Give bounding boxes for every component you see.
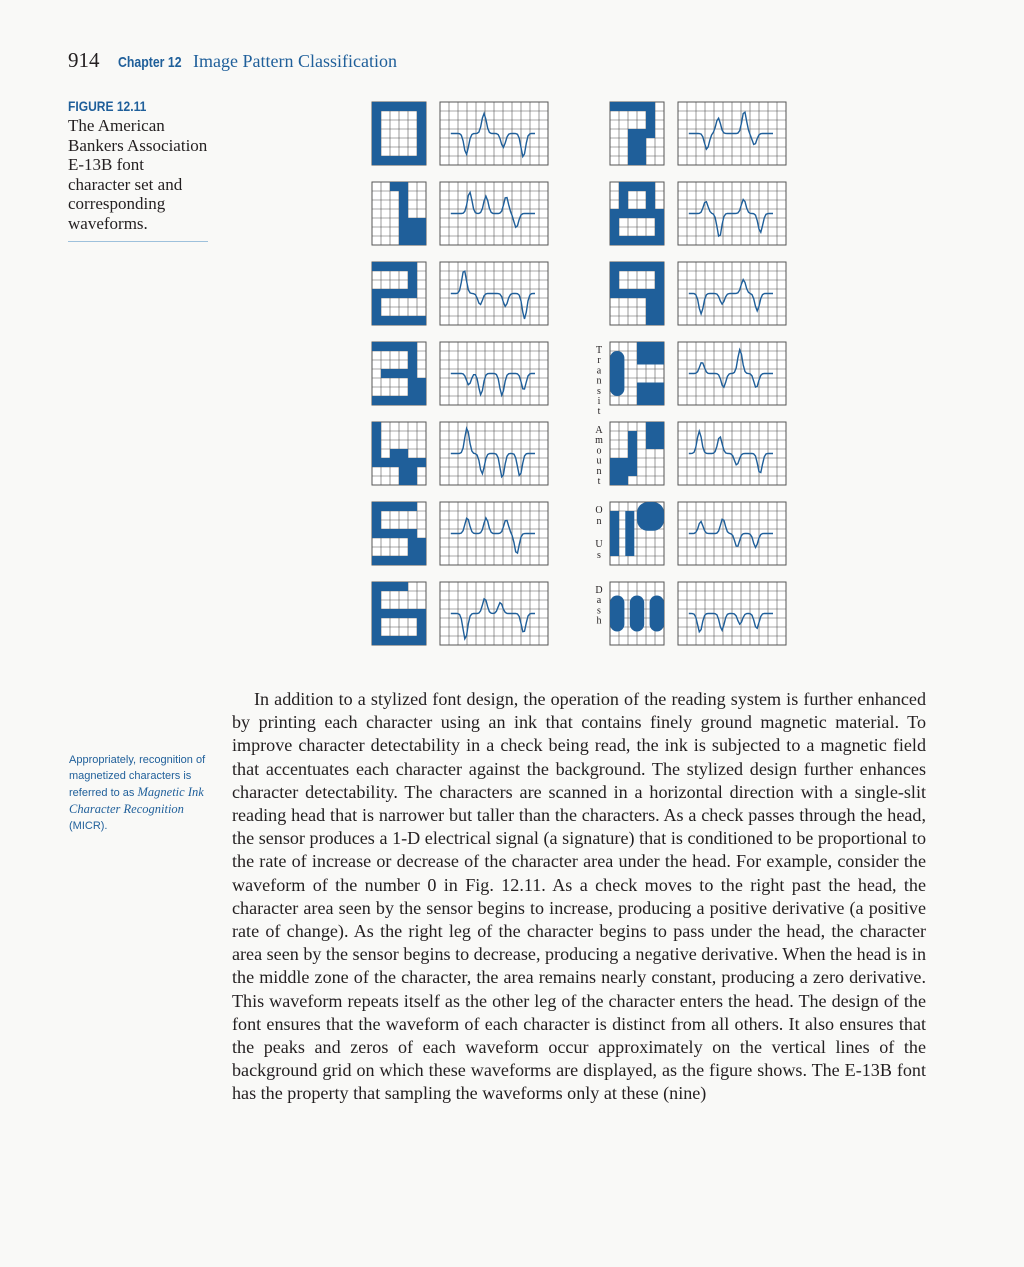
character-6 [371, 581, 427, 646]
symbol-label-letter: t [598, 406, 601, 417]
symbol-label-letter: h [597, 616, 602, 627]
character-7 [609, 101, 665, 166]
symbol-label-on-us: On Us [595, 505, 603, 561]
symbol-label-letter: s [597, 386, 601, 397]
figure-label: FIGURE 12.11 [68, 98, 147, 114]
symbol-label-letter: n [597, 516, 602, 527]
waveform-9 [677, 261, 787, 326]
margin-note-tail: (MICR). [69, 820, 108, 832]
waveform-transit [677, 341, 787, 406]
waveform-0 [439, 101, 549, 166]
symbol-label-letter: r [597, 355, 601, 366]
waveform-3 [439, 341, 549, 406]
symbol-label-letter: T [596, 345, 602, 356]
symbol-amount [609, 421, 665, 486]
waveform-5 [439, 501, 549, 566]
caption-rule [68, 241, 208, 242]
symbol-label-letter: m [595, 435, 603, 446]
waveform-2 [439, 261, 549, 326]
symbol-transit [609, 341, 665, 406]
waveform-1 [439, 181, 549, 246]
symbol-label-letter: a [597, 595, 602, 606]
running-header: 914 Chapter 12 Image Pattern Classificat… [68, 48, 397, 78]
character-2 [371, 261, 427, 326]
symbol-label-letter: s [597, 550, 601, 561]
character-3 [371, 341, 427, 406]
margin-note-italic: Magnetic Ink Character Recognition [69, 785, 204, 816]
character-1 [371, 181, 427, 246]
body-paragraph: In addition to a stylized font design, t… [232, 689, 927, 1104]
page-number: 914 [68, 48, 100, 72]
waveform-6 [439, 581, 549, 646]
character-4 [371, 421, 427, 486]
figure-caption-text: The American Bankers Association E-13B f… [68, 116, 208, 233]
symbol-label-letter: D [595, 585, 602, 596]
symbol-label-letter: s [597, 605, 601, 616]
waveform-4 [439, 421, 549, 486]
body-paragraph-block: In addition to a stylized font design, t… [232, 688, 926, 1106]
chapter-label: Chapter 12 [117, 54, 182, 71]
waveform-on-us [677, 501, 787, 566]
symbol-label-letter: t [598, 476, 601, 487]
character-5 [371, 501, 427, 566]
symbol-on-us [609, 501, 665, 566]
symbol-label-letter: a [597, 365, 602, 376]
waveform-dash [677, 581, 787, 646]
symbol-label-letter: o [597, 445, 602, 456]
symbol-label-letter: A [595, 425, 603, 436]
symbol-label-letter: O [595, 505, 602, 516]
symbol-label-letter: U [595, 539, 603, 550]
character-8 [609, 181, 665, 246]
chapter-title: Image Pattern Classification [193, 51, 397, 71]
waveform-7 [677, 101, 787, 166]
waveform-amount [677, 421, 787, 486]
character-0 [371, 101, 427, 166]
margin-note-text: Appropriately, recognition of magnetized… [69, 754, 206, 799]
symbol-label-letter: i [598, 396, 601, 407]
margin-note: Appropriately, recognition of magnetized… [69, 752, 219, 834]
symbol-label-letter: u [597, 456, 602, 467]
symbol-dash [609, 581, 665, 646]
symbol-label-letter: n [597, 466, 602, 477]
figure-caption: FIGURE 12.11 The American Bankers Associ… [68, 98, 208, 242]
symbol-label-letter: n [597, 376, 602, 387]
character-9 [609, 261, 665, 326]
waveform-8 [677, 181, 787, 246]
